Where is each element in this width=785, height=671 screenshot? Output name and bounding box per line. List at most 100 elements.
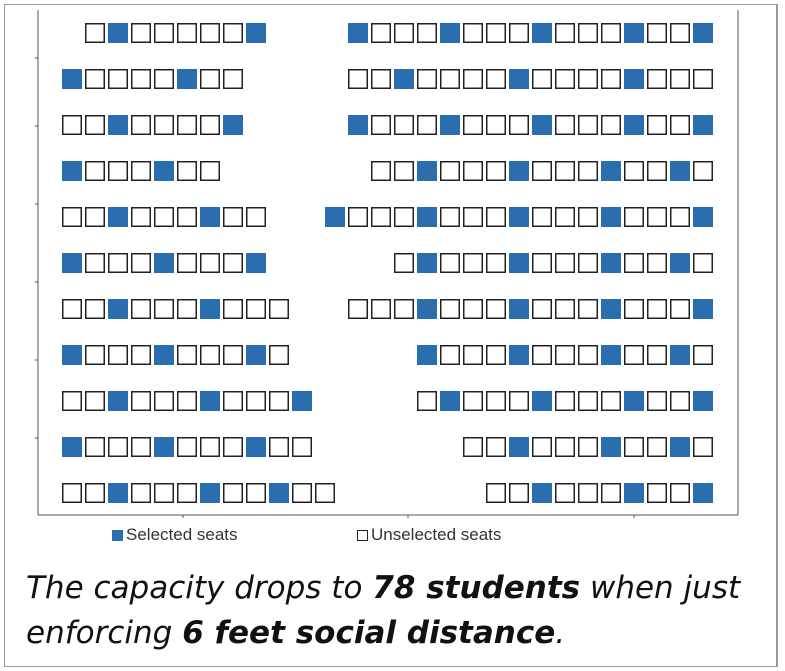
seat-unselected bbox=[223, 299, 243, 319]
seat-unselected bbox=[131, 483, 151, 503]
seat-unselected bbox=[417, 115, 437, 135]
seat-unselected bbox=[647, 115, 667, 135]
seat-selected bbox=[154, 161, 174, 181]
frame-divider bbox=[777, 4, 778, 667]
seat-unselected bbox=[578, 391, 598, 411]
seat-unselected bbox=[601, 69, 621, 89]
seat-selected bbox=[154, 437, 174, 457]
seat-unselected bbox=[177, 483, 197, 503]
seat-selected bbox=[693, 23, 713, 43]
seat-selected bbox=[108, 115, 128, 135]
seat-selected bbox=[269, 483, 289, 503]
seat-unselected bbox=[532, 437, 552, 457]
seat-selected bbox=[62, 253, 82, 273]
legend-selected-label: Selected seats bbox=[126, 525, 238, 544]
seat-selected bbox=[601, 437, 621, 457]
seat-selected bbox=[62, 345, 82, 365]
seat-selected bbox=[417, 253, 437, 273]
seat-selected bbox=[246, 437, 266, 457]
seat-unselected bbox=[108, 69, 128, 89]
seat-unselected bbox=[601, 391, 621, 411]
seat-unselected bbox=[417, 23, 437, 43]
seat-unselected bbox=[578, 161, 598, 181]
seat-unselected bbox=[486, 207, 506, 227]
seat-unselected bbox=[108, 161, 128, 181]
seat-unselected bbox=[177, 161, 197, 181]
caption: The capacity drops to 78 students when j… bbox=[26, 566, 766, 656]
seat-selected bbox=[509, 69, 529, 89]
seat-unselected bbox=[532, 207, 552, 227]
seat-unselected bbox=[394, 23, 414, 43]
seat-unselected bbox=[269, 345, 289, 365]
seat-unselected bbox=[269, 437, 289, 457]
seat-unselected bbox=[440, 253, 460, 273]
seat-unselected bbox=[624, 253, 644, 273]
seat-unselected bbox=[85, 23, 105, 43]
seat-unselected bbox=[647, 437, 667, 457]
seat-selected bbox=[417, 299, 437, 319]
seat-unselected bbox=[85, 391, 105, 411]
seat-unselected bbox=[394, 115, 414, 135]
seat-selected bbox=[601, 207, 621, 227]
seat-unselected bbox=[486, 391, 506, 411]
seat-unselected bbox=[371, 161, 391, 181]
seat-selected bbox=[200, 207, 220, 227]
seat-unselected bbox=[348, 299, 368, 319]
seat-unselected bbox=[200, 437, 220, 457]
legend-unselected-label: Unselected seats bbox=[371, 525, 502, 544]
seat-unselected bbox=[509, 391, 529, 411]
seat-selected bbox=[509, 253, 529, 273]
seat-unselected bbox=[394, 253, 414, 273]
seat-unselected bbox=[693, 345, 713, 365]
seat-unselected bbox=[62, 483, 82, 503]
seat-unselected bbox=[647, 483, 667, 503]
seat-unselected bbox=[509, 483, 529, 503]
seat-unselected bbox=[246, 483, 266, 503]
seat-selected bbox=[532, 23, 552, 43]
legend-unselected: Unselected seats bbox=[357, 525, 501, 545]
seat-unselected bbox=[177, 391, 197, 411]
seat-grid bbox=[62, 23, 713, 503]
seat-unselected bbox=[486, 483, 506, 503]
seat-selected bbox=[509, 299, 529, 319]
seat-unselected bbox=[269, 391, 289, 411]
seat-selected bbox=[108, 299, 128, 319]
seat-selected bbox=[509, 437, 529, 457]
seat-unselected bbox=[85, 253, 105, 273]
seat-unselected bbox=[223, 345, 243, 365]
seat-unselected bbox=[200, 345, 220, 365]
seat-selected bbox=[292, 391, 312, 411]
seat-unselected bbox=[269, 299, 289, 319]
seat-unselected bbox=[486, 161, 506, 181]
seat-unselected bbox=[463, 253, 483, 273]
seat-selected bbox=[670, 437, 690, 457]
seat-unselected bbox=[85, 437, 105, 457]
seat-unselected bbox=[246, 391, 266, 411]
seat-selected bbox=[440, 23, 460, 43]
seat-unselected bbox=[486, 437, 506, 457]
seat-selected bbox=[624, 391, 644, 411]
seat-selected bbox=[348, 23, 368, 43]
seat-unselected bbox=[154, 69, 174, 89]
seat-selected bbox=[200, 483, 220, 503]
seat-unselected bbox=[486, 115, 506, 135]
seat-selected bbox=[693, 207, 713, 227]
seat-unselected bbox=[85, 115, 105, 135]
seat-unselected bbox=[463, 207, 483, 227]
seat-unselected bbox=[223, 483, 243, 503]
seat-selected bbox=[440, 115, 460, 135]
seat-unselected bbox=[578, 69, 598, 89]
seat-unselected bbox=[463, 161, 483, 181]
plot-axes bbox=[35, 10, 739, 518]
seat-unselected bbox=[440, 69, 460, 89]
seat-unselected bbox=[177, 345, 197, 365]
seat-unselected bbox=[131, 161, 151, 181]
caption-text-3: . bbox=[555, 615, 566, 651]
seat-unselected bbox=[647, 23, 667, 43]
seat-unselected bbox=[223, 253, 243, 273]
seat-unselected bbox=[555, 253, 575, 273]
seat-unselected bbox=[532, 345, 552, 365]
seat-unselected bbox=[578, 299, 598, 319]
seat-unselected bbox=[154, 391, 174, 411]
seat-unselected bbox=[131, 299, 151, 319]
